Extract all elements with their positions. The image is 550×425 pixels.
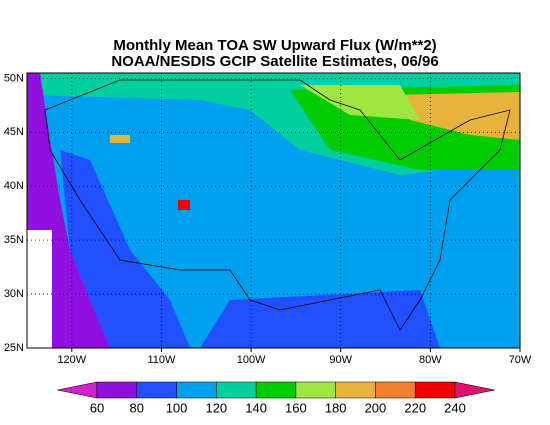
colorbar-label: 220 bbox=[404, 400, 426, 415]
y-tick-label: 25N bbox=[4, 342, 24, 354]
colorbar-label: 140 bbox=[245, 400, 267, 415]
colorbar-label: 120 bbox=[205, 400, 227, 415]
x-tick-label: 110W bbox=[147, 354, 176, 366]
subtitle: NOAA/NESDIS GCIP Satellite Estimates, 06… bbox=[111, 53, 438, 70]
colorbar-label: 200 bbox=[365, 400, 387, 415]
map-field bbox=[26, 72, 521, 349]
x-tick-label: 90W bbox=[329, 354, 352, 366]
colorbar-cell bbox=[414, 381, 456, 399]
colorbar-label: 100 bbox=[166, 400, 188, 415]
colorbar-under bbox=[57, 381, 98, 399]
y-tick-label: 35N bbox=[4, 234, 24, 246]
colorbar-cell bbox=[335, 381, 376, 399]
colorbar-cell bbox=[96, 381, 138, 399]
y-tick-label: 40N bbox=[4, 180, 24, 192]
y-tick-label: 30N bbox=[4, 288, 24, 300]
colorbar-label: 80 bbox=[130, 400, 144, 415]
colorbar-label: 180 bbox=[325, 400, 347, 415]
colorbar-label: 160 bbox=[285, 400, 307, 415]
colorbar-cell bbox=[375, 381, 416, 399]
colorbar-over bbox=[454, 381, 495, 399]
y-tick-label: 45N bbox=[4, 126, 24, 138]
colorbar-cell bbox=[136, 381, 177, 399]
title: Monthly Mean TOA SW Upward Flux (W/m**2) bbox=[113, 37, 436, 54]
y-tick-label: 50N bbox=[4, 72, 24, 84]
colorbar-cell bbox=[176, 381, 217, 399]
colorbar-cell bbox=[255, 381, 297, 399]
colorbar-cell bbox=[295, 381, 336, 399]
x-tick-label: 100W bbox=[237, 354, 266, 366]
x-tick-label: 80W bbox=[419, 354, 442, 366]
colorbar-label: 240 bbox=[444, 400, 466, 415]
colorbar-cell bbox=[216, 381, 257, 399]
x-tick-label: 120W bbox=[57, 354, 86, 366]
colorbar-label: 60 bbox=[90, 400, 104, 415]
x-tick-label: 70W bbox=[509, 354, 532, 366]
